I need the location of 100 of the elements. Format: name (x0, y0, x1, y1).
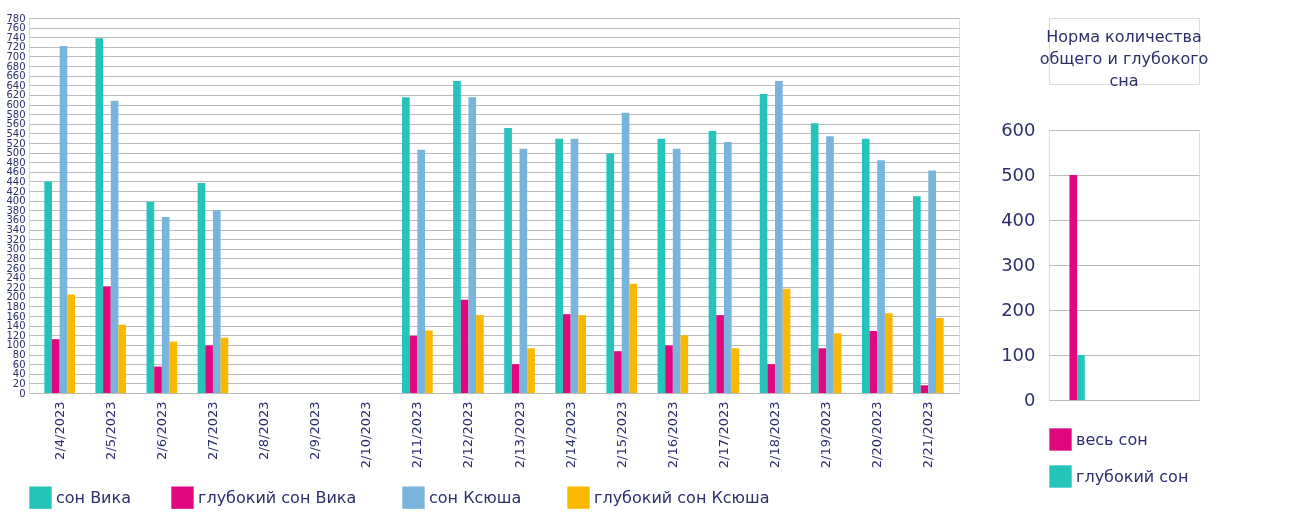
bar (460, 299, 469, 393)
legend-label: весь сон (1076, 429, 1148, 449)
bar (920, 385, 929, 393)
bar (708, 130, 717, 393)
x-tick-label: 2/5/2023 (102, 401, 118, 460)
bar (731, 348, 740, 393)
y-tick-label: 460 (6, 166, 26, 178)
y-tick-label: 680 (6, 60, 26, 72)
bar (154, 366, 162, 393)
y-tick-label: 360 (6, 214, 26, 226)
bar (425, 330, 433, 393)
y-tick-label: 600 (1001, 118, 1036, 140)
bar (527, 348, 535, 393)
bar (629, 283, 638, 393)
bar (680, 335, 689, 393)
y-tick-label: 500 (1001, 163, 1036, 185)
bar (861, 138, 870, 393)
bar (562, 314, 571, 393)
y-tick-label: 300 (6, 243, 26, 255)
bar (161, 217, 170, 393)
bar (511, 364, 520, 393)
bar (402, 97, 410, 393)
bar (913, 196, 921, 393)
x-tick-label: 2/16/2023 (664, 401, 680, 469)
y-tick-label: 320 (6, 233, 26, 245)
x-tick-label: 2/7/2023 (204, 401, 220, 460)
bar (570, 138, 579, 393)
bar (621, 112, 630, 393)
bar (476, 315, 484, 393)
bar (606, 153, 615, 393)
y-tick-label: 200 (1001, 298, 1036, 320)
x-tick-label: 2/13/2023 (511, 401, 527, 469)
bar (665, 345, 673, 393)
y-tick-label: 100 (6, 339, 26, 351)
bar (409, 335, 418, 393)
y-tick-label: 400 (6, 195, 26, 207)
bar (103, 286, 111, 393)
bar (810, 123, 819, 393)
y-tick-label: 580 (6, 108, 26, 120)
legend-label: сон Вика (56, 487, 131, 507)
bar (110, 100, 119, 393)
y-tick-label: 20 (12, 377, 26, 389)
y-tick-label: 660 (6, 70, 26, 82)
y-tick-label: 480 (6, 156, 26, 168)
x-tick-label: 2/11/2023 (409, 401, 425, 469)
bar (928, 170, 937, 393)
y-tick-label: 40 (12, 368, 26, 380)
y-tick-label: 420 (6, 185, 26, 197)
bar (118, 324, 127, 393)
x-tick-label: 2/21/2023 (920, 401, 936, 469)
bar (614, 351, 622, 393)
bar (759, 93, 768, 393)
y-tick-label: 740 (6, 31, 26, 43)
x-tick-label: 2/20/2023 (869, 401, 885, 469)
bar (95, 38, 104, 393)
bar (220, 337, 229, 393)
y-tick-label: 280 (6, 252, 26, 264)
y-tick-label: 220 (6, 281, 26, 293)
bar (146, 201, 155, 393)
legend-label: сон Ксюша (429, 487, 522, 507)
bar (205, 345, 213, 393)
bar (869, 330, 878, 393)
x-tick-label: 2/10/2023 (358, 401, 374, 469)
x-tick-label: 2/8/2023 (256, 401, 272, 460)
y-tick-label: 340 (6, 224, 26, 236)
bar (417, 149, 426, 393)
y-tick-label: 100 (1001, 343, 1036, 365)
y-tick-label: 260 (6, 262, 26, 274)
y-tick-label: 540 (6, 127, 26, 139)
bar (767, 364, 776, 393)
y-tick-label: 600 (6, 99, 26, 111)
x-tick-label: 2/12/2023 (460, 401, 476, 469)
y-tick-label: 0 (1024, 388, 1036, 410)
legend-label: глубокий сон (1076, 466, 1189, 486)
bar (67, 294, 75, 393)
bar (716, 315, 724, 393)
y-tick-label: 80 (12, 349, 26, 361)
y-tick-label: 720 (6, 41, 26, 53)
y-tick-label: 440 (6, 175, 26, 187)
x-tick-label: 2/4/2023 (51, 401, 67, 460)
bar (884, 313, 893, 393)
bar (44, 181, 52, 393)
bar (51, 339, 60, 393)
bar (826, 136, 834, 393)
bar (468, 97, 477, 393)
bar (833, 333, 842, 393)
bar (877, 160, 885, 393)
y-tick-label: 620 (6, 89, 26, 101)
bar (672, 148, 681, 393)
bar (818, 348, 827, 393)
y-tick-label: 240 (6, 272, 26, 284)
bar (504, 128, 512, 393)
x-tick-label: 2/9/2023 (307, 401, 323, 460)
bar (782, 288, 791, 393)
y-tick-label: 380 (6, 204, 26, 216)
bar (555, 138, 563, 393)
y-tick-label: 560 (6, 118, 26, 130)
x-tick-label: 2/17/2023 (715, 401, 731, 469)
bar (453, 80, 461, 393)
y-tick-label: 400 (1001, 208, 1036, 230)
